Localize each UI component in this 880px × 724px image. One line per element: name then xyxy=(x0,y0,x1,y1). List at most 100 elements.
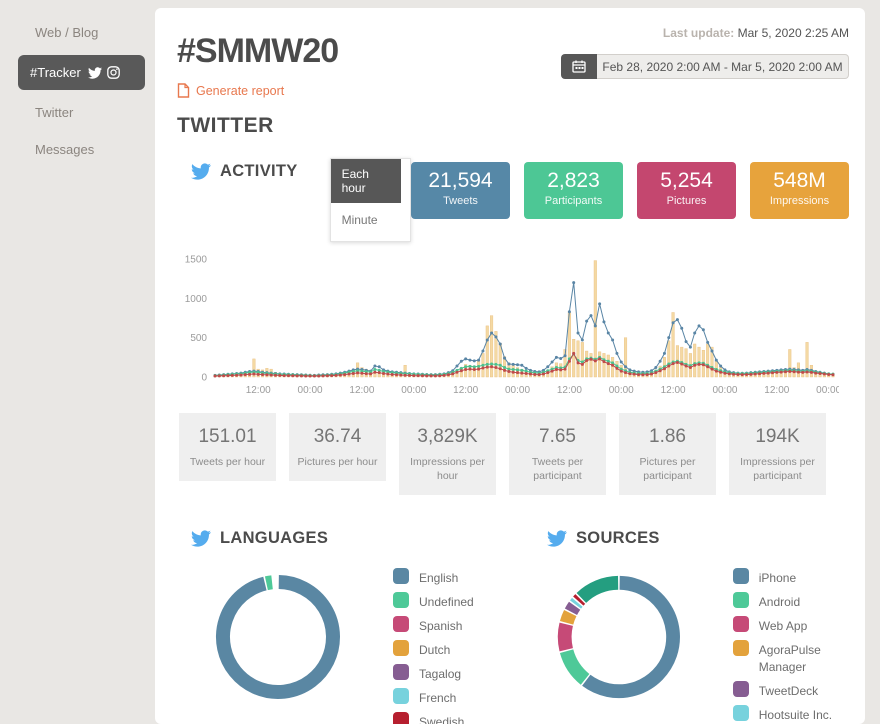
svg-text:00:00: 00:00 xyxy=(609,385,634,396)
page-title: #SMMW20 xyxy=(177,32,339,70)
sources-section: SOURCES iPhone Android Web App AgoraPulse M… xyxy=(533,529,849,724)
twitter-bird-icon xyxy=(547,530,567,547)
card-value: 2,823 xyxy=(547,169,600,192)
svg-text:00:00: 00:00 xyxy=(816,385,839,396)
average-box-impressions-per-participant: 194K Impressions per participant xyxy=(729,413,826,496)
activity-averages: 151.01 Tweets per hour 36.74 Pictures per h… xyxy=(179,413,849,496)
summary-card-pictures: 5,254 Pictures xyxy=(637,162,736,219)
summary-cards: 21,594 Tweets 2,823 Participants 5,254 Pictur… xyxy=(411,162,849,219)
interval-option-each-hour[interactable]: Each hour xyxy=(330,159,401,203)
legend-label: Swedish xyxy=(419,714,465,724)
sources-heading-label: SOURCES xyxy=(576,529,660,548)
legend-item-swedish[interactable]: Swedish xyxy=(393,711,474,724)
legend-swatch xyxy=(732,681,749,698)
last-update-label: Last update: xyxy=(662,26,735,40)
generate-report-label: Generate report xyxy=(196,83,285,98)
sidebar-item-web-blog[interactable]: Web / Blog xyxy=(35,14,155,51)
legend-label: TweetDeck xyxy=(758,684,819,699)
legend-label: Hootsuite Inc. xyxy=(758,708,833,723)
svg-text:00:00: 00:00 xyxy=(401,385,426,396)
languages-heading-label: LANGUAGES xyxy=(220,529,329,548)
header-right: Last update: Mar 5, 2020 2:25 AM xyxy=(561,26,849,79)
date-range-input[interactable] xyxy=(597,54,849,79)
languages-legend: English Undefined Spanish Dutch Tagalog Frenc… xyxy=(393,568,474,724)
svg-text:12:00: 12:00 xyxy=(246,385,271,396)
legend-swatch xyxy=(393,592,409,609)
average-box-tweets-per-participant: 7.65 Tweets per participant xyxy=(509,413,606,496)
sidebar-item-icons xyxy=(87,66,120,79)
legend-item-tweetdeck[interactable]: TweetDeck xyxy=(732,681,849,700)
sources-donut-chart[interactable] xyxy=(545,562,693,712)
legend-item-french[interactable]: French xyxy=(393,687,474,707)
interval-option-minute[interactable]: Minute xyxy=(341,213,378,227)
legend-item-tagalog[interactable]: Tagalog xyxy=(393,663,474,683)
activity-chart[interactable]: 0 500 1000 1500 12:00 00:00 12:00 00:00 12:00 00:… xyxy=(179,252,849,409)
legend-item-undefined[interactable]: Undefined xyxy=(393,592,474,611)
sidebar-item-tracker[interactable]: #Tracker xyxy=(18,55,145,90)
svg-text:00:00: 00:00 xyxy=(298,385,323,396)
sources-legend: iPhone Android Web App AgoraPulse Manager Tw… xyxy=(732,568,849,724)
legend-item-agorapulse-manager[interactable]: AgoraPulse Manager xyxy=(732,640,849,677)
legend-item-web-app[interactable]: Web App xyxy=(732,616,849,635)
svg-text:12:00: 12:00 xyxy=(764,385,789,396)
svg-text:12:00: 12:00 xyxy=(557,385,582,396)
average-label: Pictures per participant xyxy=(639,456,696,483)
svg-text:1500: 1500 xyxy=(185,255,208,266)
average-value: 151.01 xyxy=(198,426,257,447)
sources-heading: SOURCES xyxy=(547,529,849,548)
legend-item-dutch[interactable]: Dutch xyxy=(393,640,474,659)
average-label: Tweets per participant xyxy=(531,456,584,483)
card-value: 548M xyxy=(773,169,826,192)
sidebar-item-label: Messages xyxy=(35,142,95,157)
calendar-button[interactable] xyxy=(561,54,597,79)
average-label: Impressions per hour xyxy=(410,456,485,483)
legend-label: Dutch xyxy=(419,643,451,658)
generate-report-link[interactable]: Generate report xyxy=(177,83,338,98)
activity-heading-label: ACTIVITY xyxy=(220,162,298,180)
twitter-icon xyxy=(87,66,102,79)
twitter-section-heading: TWITTER xyxy=(177,114,274,137)
twitter-bird-icon xyxy=(191,530,211,547)
interval-dropdown: Each hour Minute xyxy=(329,158,411,242)
card-label: Impressions xyxy=(769,195,830,207)
svg-text:500: 500 xyxy=(190,333,207,344)
sidebar-item-twitter[interactable]: Twitter xyxy=(35,94,155,131)
legend-item-iphone[interactable]: iPhone xyxy=(732,568,849,587)
legend-label: English xyxy=(419,571,459,586)
title-block: #SMMW20 Generate report xyxy=(177,22,339,98)
average-value: 194K xyxy=(755,426,800,447)
summary-card-participants: 2,823 Participants xyxy=(524,162,623,219)
summary-card-impressions: 548M Impressions xyxy=(750,162,849,219)
average-value: 1.86 xyxy=(649,426,686,447)
legend-item-spanish[interactable]: Spanish xyxy=(393,616,474,635)
legend-item-hootsuite-inc[interactable]: Hootsuite Inc. xyxy=(732,705,849,724)
summary-card-tweets: 21,594 Tweets xyxy=(411,162,510,219)
legend-swatch xyxy=(732,640,749,657)
svg-text:00:00: 00:00 xyxy=(712,385,737,396)
average-label: Pictures per hour xyxy=(297,456,378,468)
legend-label: Web App xyxy=(758,619,808,634)
legend-label: Tagalog xyxy=(419,666,462,681)
legend-swatch xyxy=(732,592,749,609)
sidebar-item-label: Web / Blog xyxy=(35,25,99,40)
legend-swatch xyxy=(393,687,409,704)
languages-donut-chart[interactable] xyxy=(203,562,353,712)
languages-section: LANGUAGES English Undefined Spanish Dutch Ta… xyxy=(177,529,533,724)
legend-swatch xyxy=(732,616,749,633)
average-box-tweets-per-hour: 151.01 Tweets per hour xyxy=(179,413,276,482)
sidebar-item-messages[interactable]: Messages xyxy=(35,131,155,168)
legend-label: AgoraPulse Manager xyxy=(758,643,821,675)
legend-swatch xyxy=(732,705,749,722)
card-label: Participants xyxy=(544,195,603,207)
sidebar: Web / Blog #Tracker Twitter Messages xyxy=(0,0,155,724)
languages-heading: LANGUAGES xyxy=(191,529,533,548)
legend-label: Spanish xyxy=(419,619,463,634)
legend-swatch xyxy=(393,568,409,585)
average-value: 7.65 xyxy=(539,426,576,447)
legend-item-english[interactable]: English xyxy=(393,568,474,587)
legend-swatch xyxy=(393,640,409,657)
calendar-icon xyxy=(572,60,586,73)
last-update: Last update: Mar 5, 2020 2:25 AM xyxy=(561,26,849,40)
svg-text:0: 0 xyxy=(201,373,207,384)
legend-item-android[interactable]: Android xyxy=(732,592,849,611)
